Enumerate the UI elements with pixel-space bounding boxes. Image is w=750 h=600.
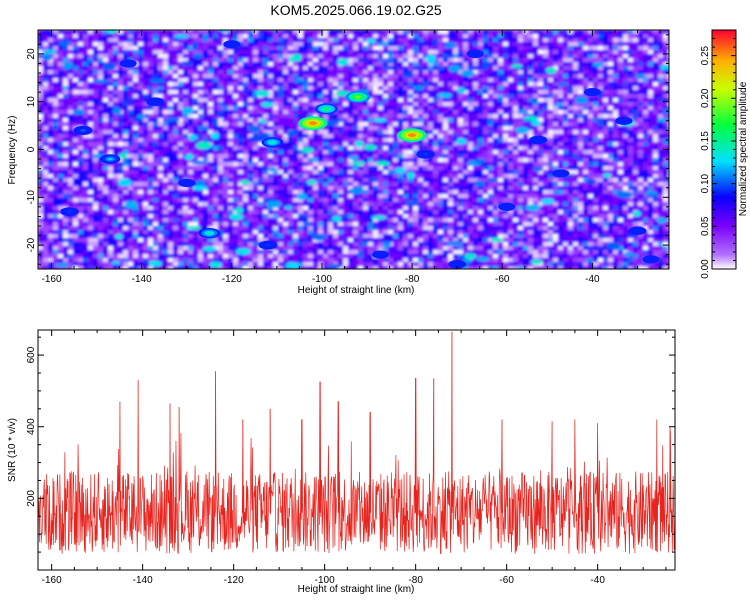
heatmap-peak xyxy=(146,97,165,106)
heatmap-peak xyxy=(466,49,484,59)
snr-x-axis-label: Height of straight line (km) xyxy=(298,584,415,595)
y-tick-label: -10 xyxy=(26,190,37,205)
heatmap-x-axis: -160 -140 -120 -100 -80 -60 -40 xyxy=(42,30,661,285)
heatmap-peak xyxy=(261,137,284,148)
x-tick-label: -140 xyxy=(133,575,153,586)
x-tick-label: -80 xyxy=(408,575,423,586)
y-tick-label: 200 xyxy=(26,490,37,507)
y-tick-label: 0 xyxy=(26,146,37,152)
heatmap-peak xyxy=(60,207,79,217)
y-tick-label: 10 xyxy=(26,96,37,108)
heatmap-peak xyxy=(73,125,93,135)
snr-x-axis: -160 -140 -120 -100 -80 -60 -40 xyxy=(42,330,667,586)
heatmap-peak xyxy=(529,135,548,145)
x-tick-label: -100 xyxy=(315,575,335,586)
x-tick-label: -120 xyxy=(224,575,244,586)
x-tick-label: -100 xyxy=(312,274,332,285)
x-tick-label: -60 xyxy=(499,575,514,586)
snr-y-axis: 200 400 600 xyxy=(26,336,675,553)
colorbar-tick-label: 0.00 xyxy=(700,259,711,279)
heatmap-peak xyxy=(99,154,121,164)
x-tick-label: -160 xyxy=(42,575,62,586)
heatmap-image xyxy=(38,30,669,269)
heatmap-peak xyxy=(448,259,467,269)
heatmap-peak xyxy=(416,149,435,159)
y-tick-label: 600 xyxy=(26,346,37,363)
x-tick-label: -120 xyxy=(222,274,242,285)
heatmap-y-axis-label: Frequency (Hz) xyxy=(7,116,18,185)
heatmap-peak xyxy=(642,255,660,264)
heatmap-peak xyxy=(298,116,328,131)
heatmap-peak xyxy=(498,202,516,212)
x-tick-label: -60 xyxy=(495,274,510,285)
chart-title: KOM5.2025.066.19.02.G25 xyxy=(270,2,441,18)
heatmap-peak xyxy=(258,240,278,250)
y-tick-label: -20 xyxy=(26,237,37,252)
heatmap-peak xyxy=(345,91,371,103)
heatmap-peak xyxy=(628,226,647,236)
y-tick-label: 20 xyxy=(26,48,37,60)
colorbar-scale xyxy=(711,29,737,270)
heatmap-peak xyxy=(223,40,241,49)
heatmap-peak xyxy=(371,250,390,259)
colorbar-tick-label: 0.15 xyxy=(700,131,711,151)
colorbar-ticks: 0.00 0.05 0.10 0.15 0.20 0.25 xyxy=(700,38,736,279)
colorbar-tick-label: 0.25 xyxy=(700,45,711,65)
snr-y-axis-label: SNR (10 * v/v) xyxy=(7,418,18,482)
heatmap-peak xyxy=(198,228,221,239)
snr-series-line xyxy=(38,331,675,555)
heatmap-peak xyxy=(615,116,633,125)
heatmap-peak xyxy=(552,169,570,178)
x-tick-label: -160 xyxy=(42,274,62,285)
heatmap-y-axis: -20 -10 0 10 20 xyxy=(26,34,669,265)
x-tick-label: -80 xyxy=(405,274,420,285)
x-tick-label: -40 xyxy=(590,575,605,586)
y-tick-label: 400 xyxy=(26,418,37,435)
colorbar-tick-label: 0.05 xyxy=(700,216,711,236)
colorbar-tick-label: 0.10 xyxy=(700,173,711,193)
colorbar: 0.00 0.05 0.10 0.15 0.20 0.25 Normalized spec… xyxy=(700,29,749,279)
heatmap-x-axis-label: Height of straight line (km) xyxy=(298,285,415,296)
snr-frame xyxy=(37,329,676,571)
heatmap-peak xyxy=(314,103,338,115)
colorbar-tick-label: 0.20 xyxy=(700,88,711,108)
snr-panel: -160 -140 -120 -100 -80 -60 -40 200 400 600 Heig… xyxy=(7,329,676,595)
heatmap-peak xyxy=(397,128,427,143)
colorbar-label: Normalized spectral amplitude xyxy=(738,81,749,216)
heatmap-peak xyxy=(178,178,196,188)
x-tick-label: -140 xyxy=(132,274,152,285)
heatmap-peak xyxy=(583,87,601,97)
heatmap-peak xyxy=(119,59,137,68)
x-tick-label: -40 xyxy=(585,274,600,285)
